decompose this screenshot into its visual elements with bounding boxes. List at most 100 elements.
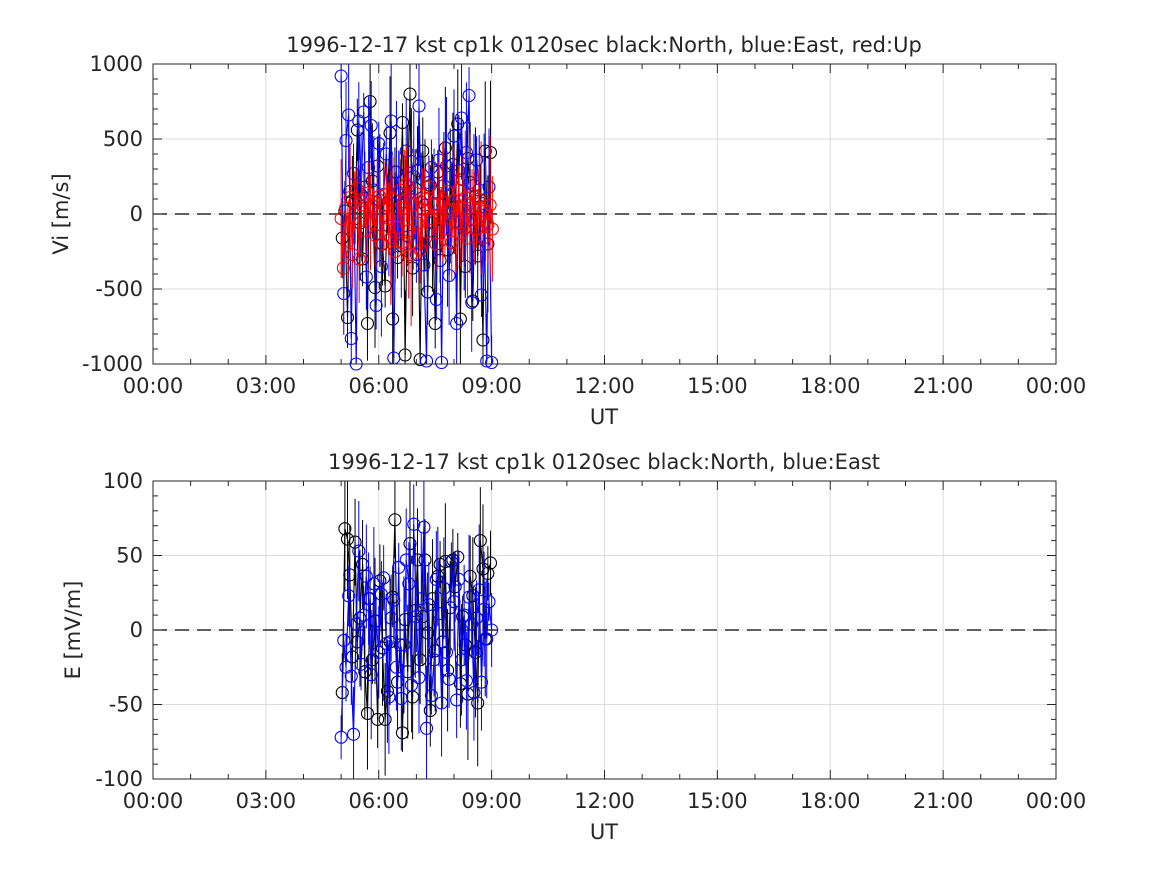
vi-data-point — [416, 144, 430, 158]
vi-data-point — [465, 295, 479, 310]
e-data-point — [404, 678, 419, 692]
vi-data-point — [346, 166, 361, 181]
vi-data-point — [409, 186, 423, 200]
vi-panel: 00:00 03:00 06:00 09:00 12:00 15:00 18:00 21:00… — [49, 33, 1086, 429]
e-data-point — [417, 520, 431, 534]
vi-chart-title: 1996-12-17 kst cp1k 0120sec black:North,… — [286, 33, 922, 57]
vi-data-point — [474, 288, 489, 302]
vi-data-point — [462, 88, 476, 103]
vi-data-point — [397, 201, 411, 215]
vi-data-point — [384, 114, 398, 128]
e-data-point — [362, 592, 376, 606]
e-data-point — [342, 589, 356, 603]
vi-data-point — [465, 187, 479, 202]
vi-y-axis-label: Vi [m/s] — [49, 173, 73, 254]
e-series-1 — [334, 481, 499, 779]
vi-data-point — [442, 202, 457, 217]
vi-axes-box — [152, 63, 1057, 365]
e-data-point — [450, 693, 464, 707]
e-x-tick-label: 06:00 — [348, 789, 409, 813]
e-data-point — [418, 553, 432, 567]
vi-data-point — [359, 223, 373, 238]
vi-data-point — [442, 268, 456, 283]
e-data-point — [387, 593, 401, 607]
e-data-point — [334, 730, 348, 744]
e-x-axis-label: UT — [590, 820, 618, 844]
vi-data-point — [411, 216, 425, 230]
vi-x-tick-label: 12:00 — [574, 374, 635, 398]
e-data-point — [374, 587, 388, 601]
vi-data-point — [341, 234, 355, 248]
vi-data-point — [417, 258, 431, 272]
vi-data-point — [403, 87, 417, 101]
vi-data-point — [334, 69, 348, 83]
vi-data-point — [480, 354, 494, 368]
e-data-point — [378, 712, 392, 726]
e-data-point — [394, 691, 408, 706]
vi-data-point — [342, 108, 356, 122]
e-data-point — [473, 534, 487, 548]
vi-data-point — [352, 252, 366, 266]
e-data-point — [472, 583, 486, 597]
e-data-point — [392, 560, 406, 574]
vi-data-point — [476, 231, 490, 245]
e-data-point — [337, 633, 351, 647]
e-data-point — [346, 727, 361, 741]
e-data-point — [397, 638, 411, 652]
vi-data-point — [370, 195, 384, 209]
e-y-tick-label: 50 — [116, 544, 143, 568]
e-data-point — [447, 595, 461, 609]
vi-data-point — [369, 298, 383, 313]
vi-data-point — [450, 316, 464, 331]
vi-data-point — [409, 247, 423, 262]
e-data-point — [423, 703, 437, 718]
vi-y-tick-label: 0 — [130, 202, 143, 226]
vi-data-point — [343, 190, 357, 205]
e-data-point — [369, 614, 383, 628]
e-chart-title: 1996-12-17 kst cp1k 0120sec black:North,… — [328, 450, 880, 474]
e-data-point — [452, 572, 466, 586]
vi-data-point — [404, 154, 419, 169]
vi-data-point — [474, 201, 488, 215]
e-data-point — [380, 684, 394, 698]
e-data-point — [419, 721, 434, 735]
e-data-point — [435, 696, 449, 710]
vi-data-point — [466, 294, 480, 308]
e-y-tick-label: 0 — [130, 618, 143, 642]
e-data-point — [485, 623, 499, 637]
vi-data-point — [381, 211, 396, 226]
vi-tick-labels: 00:00 03:00 06:00 09:00 12:00 15:00 18:00 21:00… — [82, 52, 1086, 398]
e-data-point — [344, 669, 358, 683]
vi-data-point — [413, 243, 427, 257]
vi-x-tick-label: 09:00 — [461, 374, 522, 398]
e-y-tick-label: -50 — [109, 693, 143, 717]
vi-data-point — [470, 222, 484, 236]
e-data-point — [481, 566, 495, 580]
vi-data-point — [459, 145, 473, 160]
e-data-point — [372, 645, 386, 659]
e-data-point — [422, 598, 436, 612]
vi-data-point — [445, 235, 459, 250]
e-data-point — [348, 535, 362, 549]
vi-data-point — [364, 118, 378, 133]
e-x-tick-label: 12:00 — [574, 789, 635, 813]
e-y-tick-label: -100 — [95, 767, 143, 791]
vi-data-point — [418, 192, 432, 206]
e-data-point — [379, 636, 393, 650]
vi-data-point — [419, 354, 434, 368]
vi-data-point — [453, 312, 467, 326]
e-data-point — [470, 611, 484, 625]
vi-data-point — [456, 201, 470, 215]
e-data-point — [359, 569, 373, 583]
vi-series-group — [334, 64, 499, 371]
vi-x-tick-label: 06:00 — [348, 374, 409, 398]
vi-data-point — [424, 160, 438, 175]
e-x-tick-label: 00:00 — [1026, 789, 1087, 813]
vi-data-point — [424, 211, 438, 226]
vi-data-point — [395, 235, 409, 250]
vi-data-point — [348, 195, 362, 209]
vi-data-point — [435, 355, 449, 370]
vi-data-point — [357, 105, 371, 119]
vi-data-point — [359, 270, 373, 284]
vi-data-point — [482, 180, 496, 194]
